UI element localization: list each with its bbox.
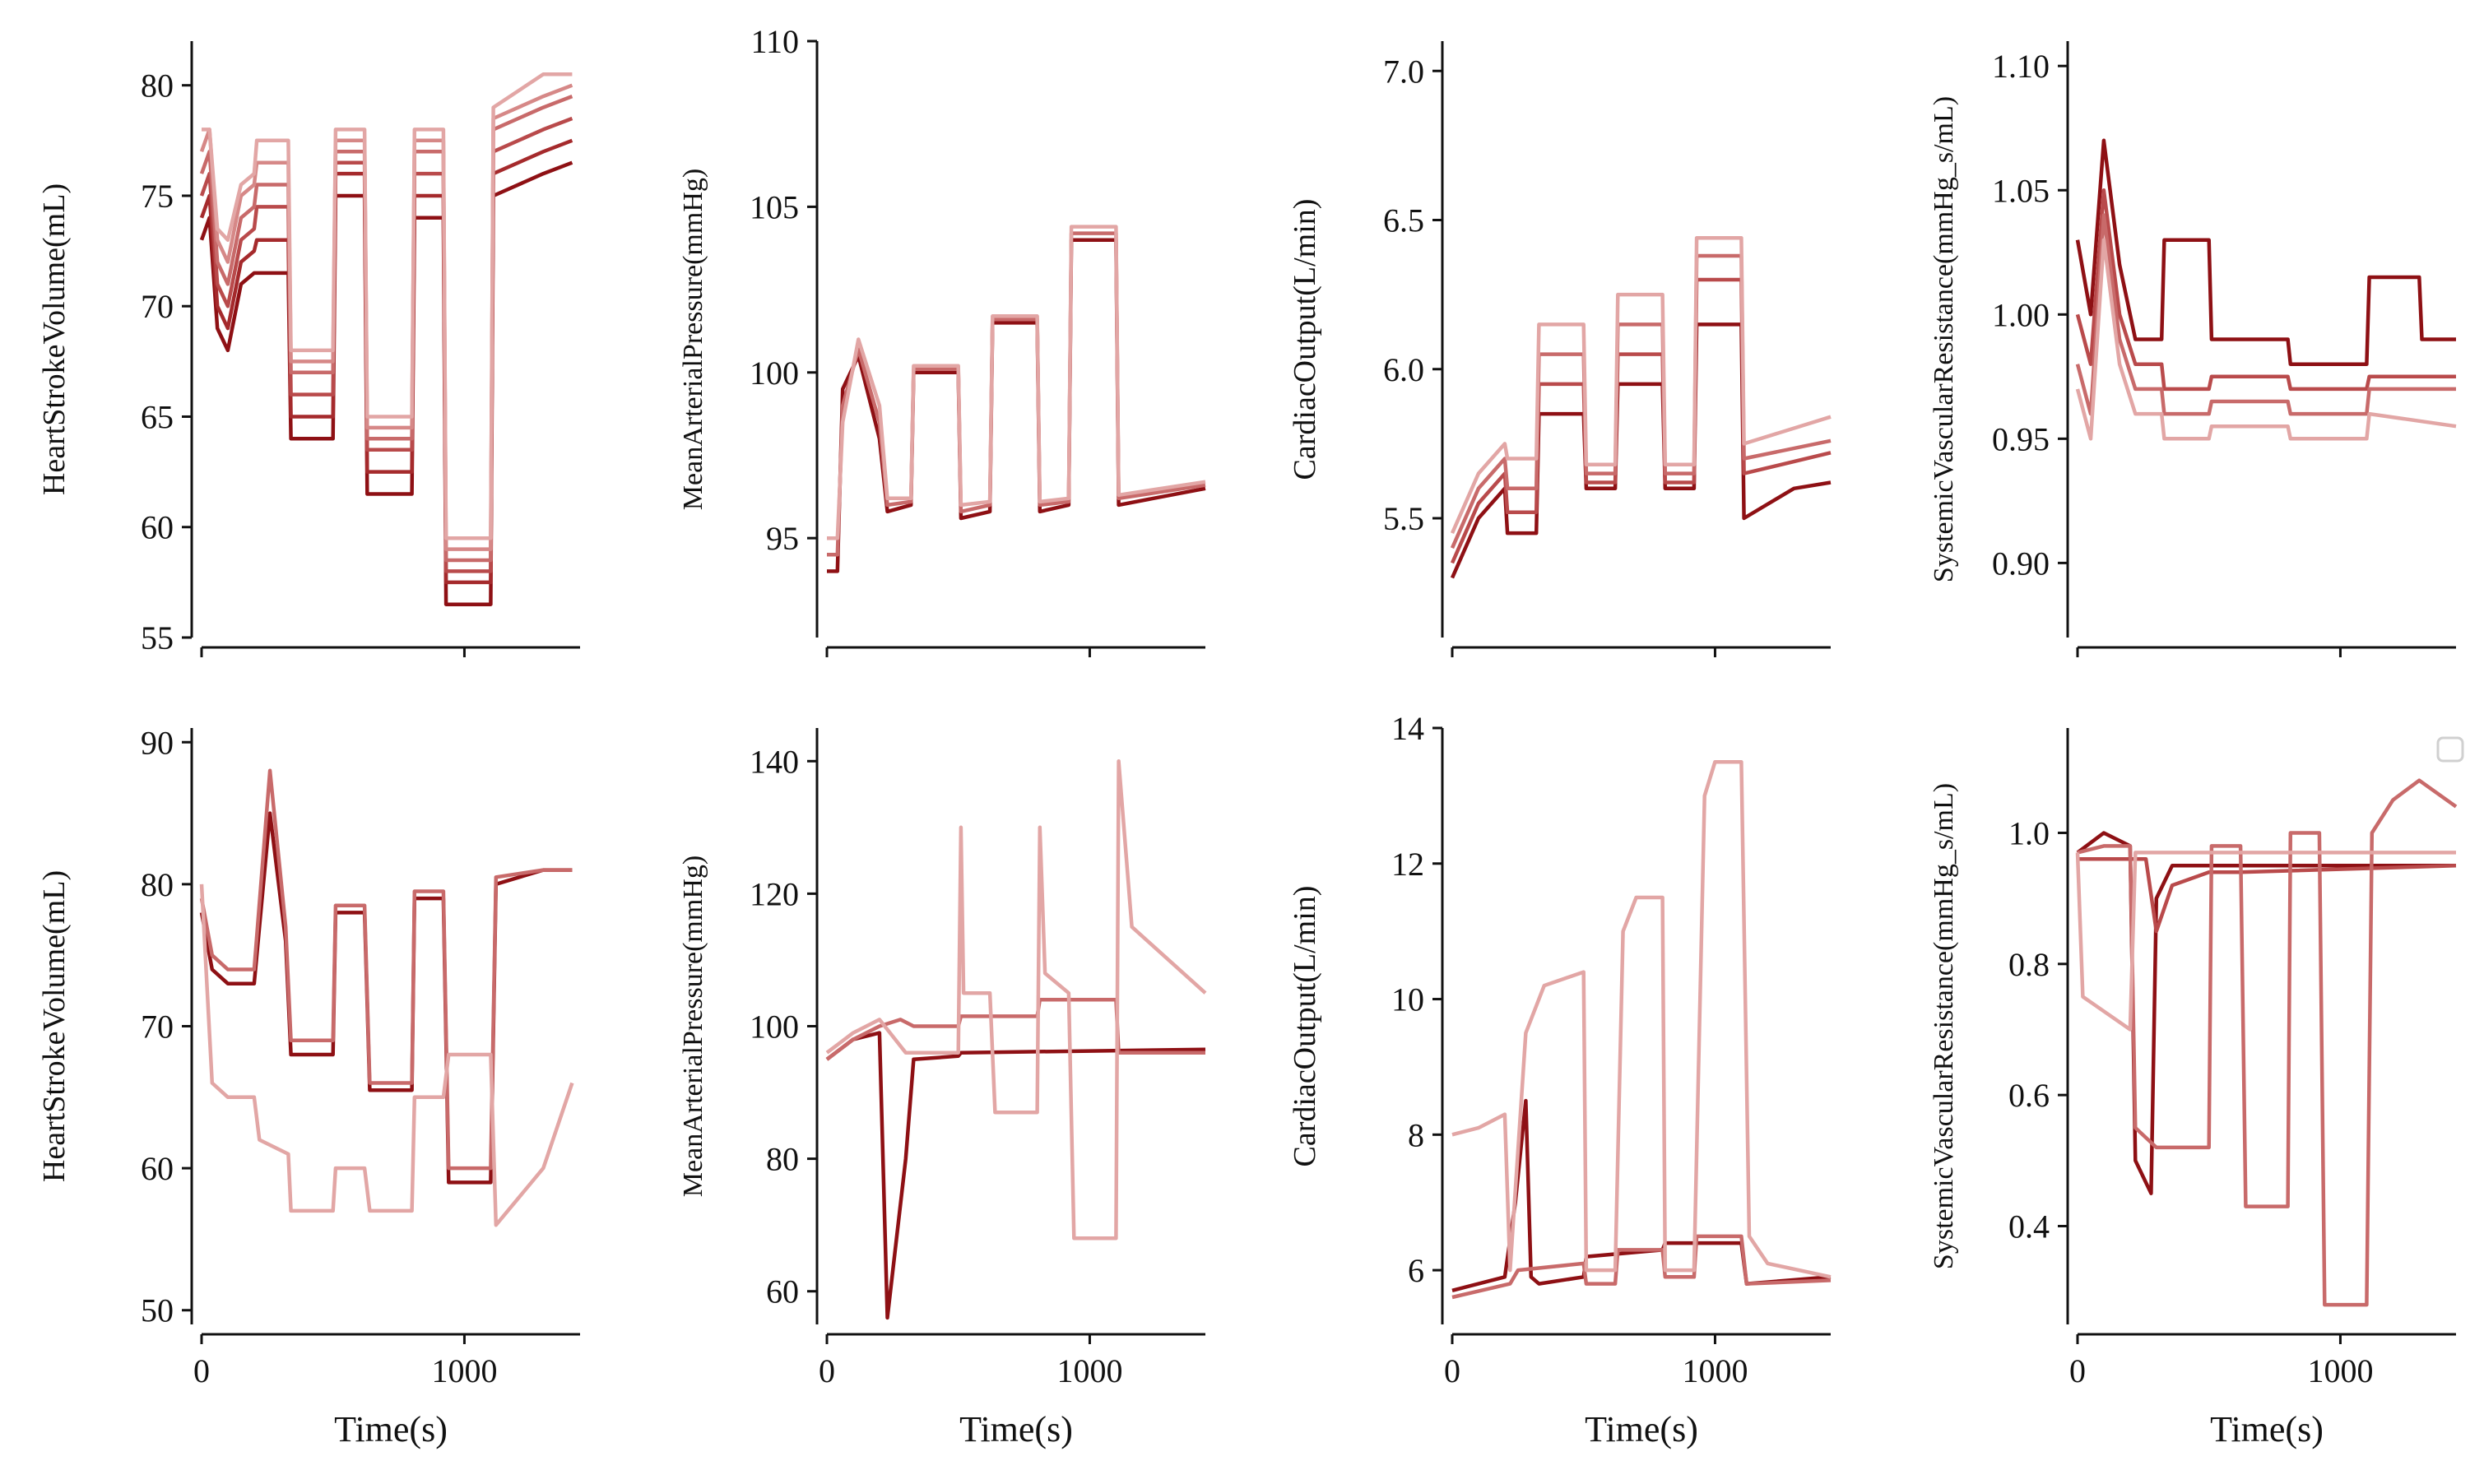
- x-tick-label-r1c1: 1000: [1056, 1352, 1122, 1389]
- series-line-r1c2-s2: [1451, 1234, 1832, 1300]
- y-tick-label-r0c2: 6.0: [1383, 351, 1424, 388]
- series-line-r1c3-s1: [2076, 831, 2456, 1195]
- y-tick-label-r1c2: 6: [1408, 1252, 1424, 1289]
- series-line-r0c1-s2: [827, 231, 1206, 557]
- y-axis-label-r0c3: SystemicVascularResistance(mmHg_s/mL): [1929, 96, 1959, 582]
- x-tick-label-r1c1: 0: [819, 1352, 835, 1389]
- series-line-r1c3-s4: [2075, 851, 2456, 1032]
- chart-r1c1: 60 80 100 120 140 0 1000 Time(s) MeanArterialPre…: [678, 728, 1207, 1449]
- y-tick-label-r0c1: 105: [750, 188, 799, 225]
- y-tick-label-r0c3: 1.10: [1992, 48, 2050, 85]
- y-tick-label-r0c0: 65: [141, 398, 174, 435]
- series-line-r1c3-s2: [2078, 857, 2457, 934]
- y-tick-label-r0c0: 80: [141, 67, 174, 104]
- chart-r1c0: 50 60 70 80 90 0 1000 Time(s) HeartStrokeVolume(…: [37, 724, 580, 1449]
- y-tick-label-r0c0: 55: [141, 619, 174, 656]
- series-line-r1c1-s3: [825, 759, 1207, 1241]
- y-tick-label-r1c1: 80: [766, 1141, 799, 1178]
- y-tick-label-r0c0: 70: [141, 288, 174, 325]
- y-tick-label-r0c1: 100: [750, 355, 799, 392]
- x-tick-label-r1c2: 1000: [1682, 1352, 1748, 1389]
- chart-r1c2: 6 8 10 12 14 0 1000 Time(s) CardiacOutput(L/min): [1288, 710, 1832, 1449]
- series-line-r0c0-s6: [202, 72, 573, 540]
- y-tick-label-r0c0: 75: [141, 178, 174, 215]
- x-axis-label-r1c0: Time(s): [334, 1409, 448, 1449]
- chart-r0c2: 5.5 6.0 6.5 7.0 CardiacOutput(L/min): [1288, 41, 1832, 657]
- y-tick-label-r0c2: 5.5: [1383, 500, 1424, 537]
- y-tick-label-r0c2: 6.5: [1383, 202, 1424, 239]
- y-tick-label-r0c1: 95: [766, 520, 799, 557]
- chart-r0c0: 55 60 65 70 75 80 HeartStrokeVolume(mL): [37, 41, 580, 657]
- chart-r1c3: 0.4 0.6 0.8 1.0 0 1000 Time(s) SystemicVascular…: [1929, 728, 2464, 1449]
- y-tick-label-r1c0: 90: [141, 724, 174, 761]
- x-tick-label-r1c0: 0: [193, 1352, 210, 1389]
- x-tick-label-r1c0: 1000: [431, 1352, 497, 1389]
- chart-r0c1: 95 100 105 110 MeanArterialPressure(mmHg): [678, 23, 1206, 657]
- series-line-r0c3-s3: [2075, 213, 2456, 416]
- series-line-r1c2-s3: [1451, 759, 1832, 1279]
- y-tick-label-r1c2: 14: [1391, 710, 1424, 747]
- series-line-r0c3-s2: [2075, 188, 2456, 392]
- x-tick-label-r1c2: 0: [1444, 1352, 1460, 1389]
- y-tick-label-r1c3: 0.4: [2008, 1208, 2050, 1245]
- y-tick-label-r0c1: 110: [750, 23, 799, 60]
- y-axis-label-r1c1: MeanArterialPressure(mmHg): [678, 856, 708, 1197]
- chart-r0c3: 0.90 0.95 1.00 1.05 1.10 SystemicVascularResi…: [1929, 41, 2457, 657]
- x-tick-label-r1c3: 0: [2069, 1352, 2086, 1389]
- y-axis-label-r1c2: CardiacOutput(L/min): [1288, 886, 1322, 1167]
- y-tick-label-r0c2: 7.0: [1383, 53, 1424, 90]
- x-tick-label-r1c3: 1000: [2307, 1352, 2373, 1389]
- y-tick-label-r0c0: 60: [141, 509, 174, 546]
- series-line-r1c0-s2: [199, 768, 573, 1171]
- series-line-r1c0-s3: [199, 883, 574, 1227]
- series-line-r0c2-s2: [1450, 277, 1832, 564]
- y-axis-label-r0c1: MeanArterialPressure(mmHg): [678, 169, 708, 510]
- y-axis-label-r0c2: CardiacOutput(L/min): [1288, 199, 1322, 480]
- y-tick-label-r1c1: 60: [766, 1273, 799, 1310]
- y-tick-label-r1c2: 8: [1408, 1116, 1424, 1153]
- y-tick-label-r0c3: 0.95: [1992, 420, 2050, 457]
- x-axis-label-r1c3: Time(s): [2210, 1409, 2324, 1449]
- series-line-r0c1-s3: [827, 225, 1206, 540]
- series-line-r0c1-s1: [827, 238, 1206, 573]
- y-tick-label-r1c1: 140: [750, 743, 799, 780]
- series-line-r0c0-s1: [199, 160, 573, 606]
- y-tick-label-r0c3: 1.05: [1992, 172, 2050, 209]
- y-tick-label-r1c0: 50: [141, 1292, 174, 1329]
- series-line-r0c3-s1: [2075, 138, 2456, 366]
- y-tick-label-r0c3: 1.00: [1992, 296, 2050, 333]
- y-tick-label-r1c2: 12: [1391, 846, 1424, 883]
- y-axis-label-r1c3: SystemicVascularResistance(mmHg_s/mL): [1929, 783, 1959, 1269]
- y-tick-label-r1c1: 100: [750, 1009, 799, 1046]
- y-tick-label-r1c2: 10: [1391, 981, 1424, 1018]
- series-line-r1c1-s1: [825, 1031, 1206, 1320]
- y-tick-label-r0c3: 0.90: [1992, 545, 2050, 582]
- y-tick-label-r1c0: 80: [141, 866, 174, 903]
- y-axis-label-r0c0: HeartStrokeVolume(mL): [37, 183, 72, 495]
- y-tick-label-r1c3: 1.0: [2008, 814, 2050, 851]
- x-axis-label-r1c2: Time(s): [1585, 1409, 1698, 1449]
- legend-box: [2436, 736, 2464, 763]
- x-axis-label-r1c1: Time(s): [959, 1409, 1073, 1449]
- y-tick-label-r1c3: 0.8: [2008, 946, 2050, 983]
- series-line-r1c3-s3: [2077, 778, 2458, 1307]
- y-tick-label-r1c0: 60: [141, 1150, 174, 1187]
- y-tick-label-r1c0: 70: [141, 1009, 174, 1046]
- series-line-r0c3-s4: [2075, 238, 2457, 441]
- series-line-r0c2-s3: [1450, 253, 1832, 550]
- series-line-r0c2-s4: [1450, 235, 1832, 535]
- y-tick-label-r1c1: 120: [750, 875, 799, 912]
- y-axis-label-r1c0: HeartStrokeVolume(mL): [37, 870, 72, 1182]
- y-tick-label-r1c3: 0.6: [2008, 1077, 2050, 1114]
